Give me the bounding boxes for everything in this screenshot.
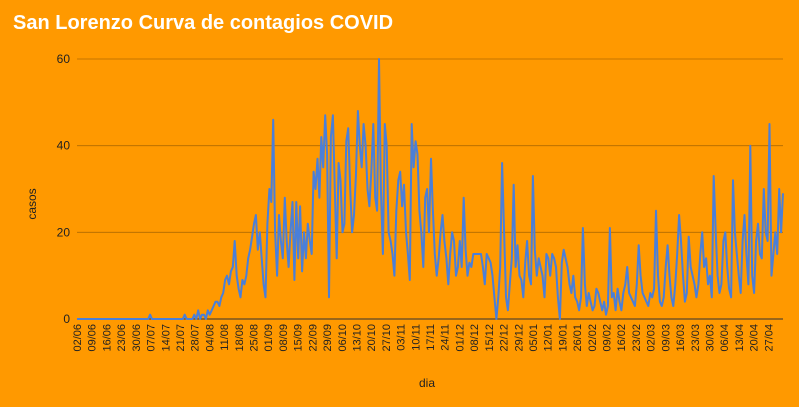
x-tick-label: 02/03 [646, 324, 658, 352]
x-tick-label: 09/02 [602, 324, 614, 352]
x-tick-label: 19/01 [557, 324, 569, 352]
x-tick-label: 08/12 [469, 324, 481, 352]
x-tick-label: 16/03 [675, 324, 687, 352]
x-tick-label: 02/06 [72, 324, 84, 352]
x-tick-label: 17/11 [425, 324, 437, 351]
x-tick-label: 03/11 [396, 324, 408, 351]
x-tick-label: 15/12 [484, 324, 496, 352]
x-tick-label: 13/10 [352, 324, 364, 352]
chart-title: San Lorenzo Curva de contagios COVID [13, 12, 394, 34]
y-tick-label: 40 [57, 139, 71, 153]
x-tick-label: 01/09 [263, 324, 275, 352]
x-tick-label: 30/03 [705, 324, 717, 352]
x-tick-label: 20/10 [366, 324, 378, 352]
y-axis-ticks: 0 20 40 60 [57, 52, 71, 326]
x-tick-label: 11/08 [219, 324, 231, 351]
y-axis-label: casos [25, 188, 39, 219]
x-tick-label: 26/01 [572, 324, 584, 352]
gridlines [77, 58, 783, 320]
x-tick-label: 05/01 [528, 324, 540, 352]
x-tick-label: 14/07 [160, 324, 172, 352]
x-tick-label: 09/03 [660, 324, 672, 352]
plot-lines [77, 58, 784, 320]
x-tick-label: 02/02 [587, 324, 599, 352]
x-tick-label: 23/03 [690, 324, 702, 352]
y-tick-label: 60 [57, 52, 71, 66]
x-tick-label: 18/08 [234, 324, 246, 352]
x-tick-label: 30/06 [131, 324, 143, 352]
x-tick-label: 04/08 [204, 324, 216, 352]
x-tick-label: 23/02 [631, 324, 643, 352]
x-tick-label: 20/04 [749, 324, 761, 352]
y-tick-label: 0 [63, 312, 70, 326]
x-tick-label: 12/01 [543, 324, 555, 352]
series-line [77, 58, 784, 320]
x-tick-label: 27/04 [763, 324, 775, 352]
x-tick-label: 22/09 [307, 324, 319, 352]
x-tick-label: 22/12 [499, 324, 511, 352]
x-tick-label: 01/12 [454, 324, 466, 352]
x-tick-label: 16/06 [101, 324, 113, 352]
x-tick-label: 16/02 [616, 324, 628, 352]
x-tick-label: 06/10 [337, 324, 349, 352]
y-tick-label: 20 [57, 225, 71, 239]
x-tick-label: 07/07 [146, 324, 158, 352]
x-tick-label: 06/04 [719, 324, 731, 352]
x-tick-label: 28/07 [190, 324, 202, 352]
x-tick-label: 15/09 [293, 324, 305, 352]
x-tick-label: 08/09 [278, 324, 290, 352]
x-tick-label: 13/04 [734, 324, 746, 352]
x-tick-label: 23/06 [116, 324, 128, 352]
x-tick-label: 09/06 [87, 324, 99, 352]
x-tick-label: 10/11 [410, 324, 422, 351]
x-tick-label: 24/11 [440, 324, 452, 351]
x-tick-label: 29/09 [322, 324, 334, 352]
x-tick-label: 25/08 [249, 324, 261, 352]
x-tick-label: 29/12 [513, 324, 525, 352]
x-axis-ticks: 02/06 09/06 16/06 23/06 30/06 07/07 14/07 21/07… [72, 324, 775, 352]
x-tick-label: 21/07 [175, 324, 187, 352]
x-axis-label: dia [419, 376, 435, 390]
x-tick-label: 27/10 [381, 324, 393, 352]
